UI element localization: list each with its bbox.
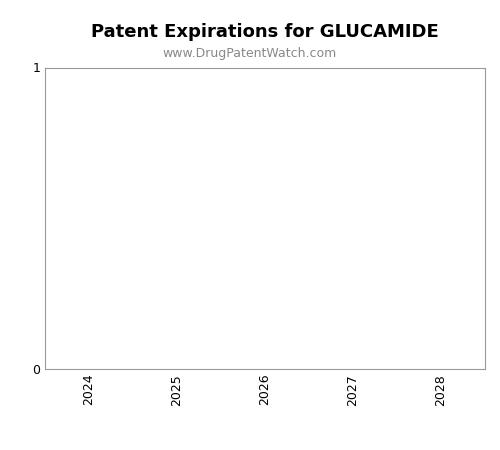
Title: Patent Expirations for GLUCAMIDE: Patent Expirations for GLUCAMIDE	[91, 23, 439, 41]
Text: www.DrugPatentWatch.com: www.DrugPatentWatch.com	[163, 47, 337, 60]
